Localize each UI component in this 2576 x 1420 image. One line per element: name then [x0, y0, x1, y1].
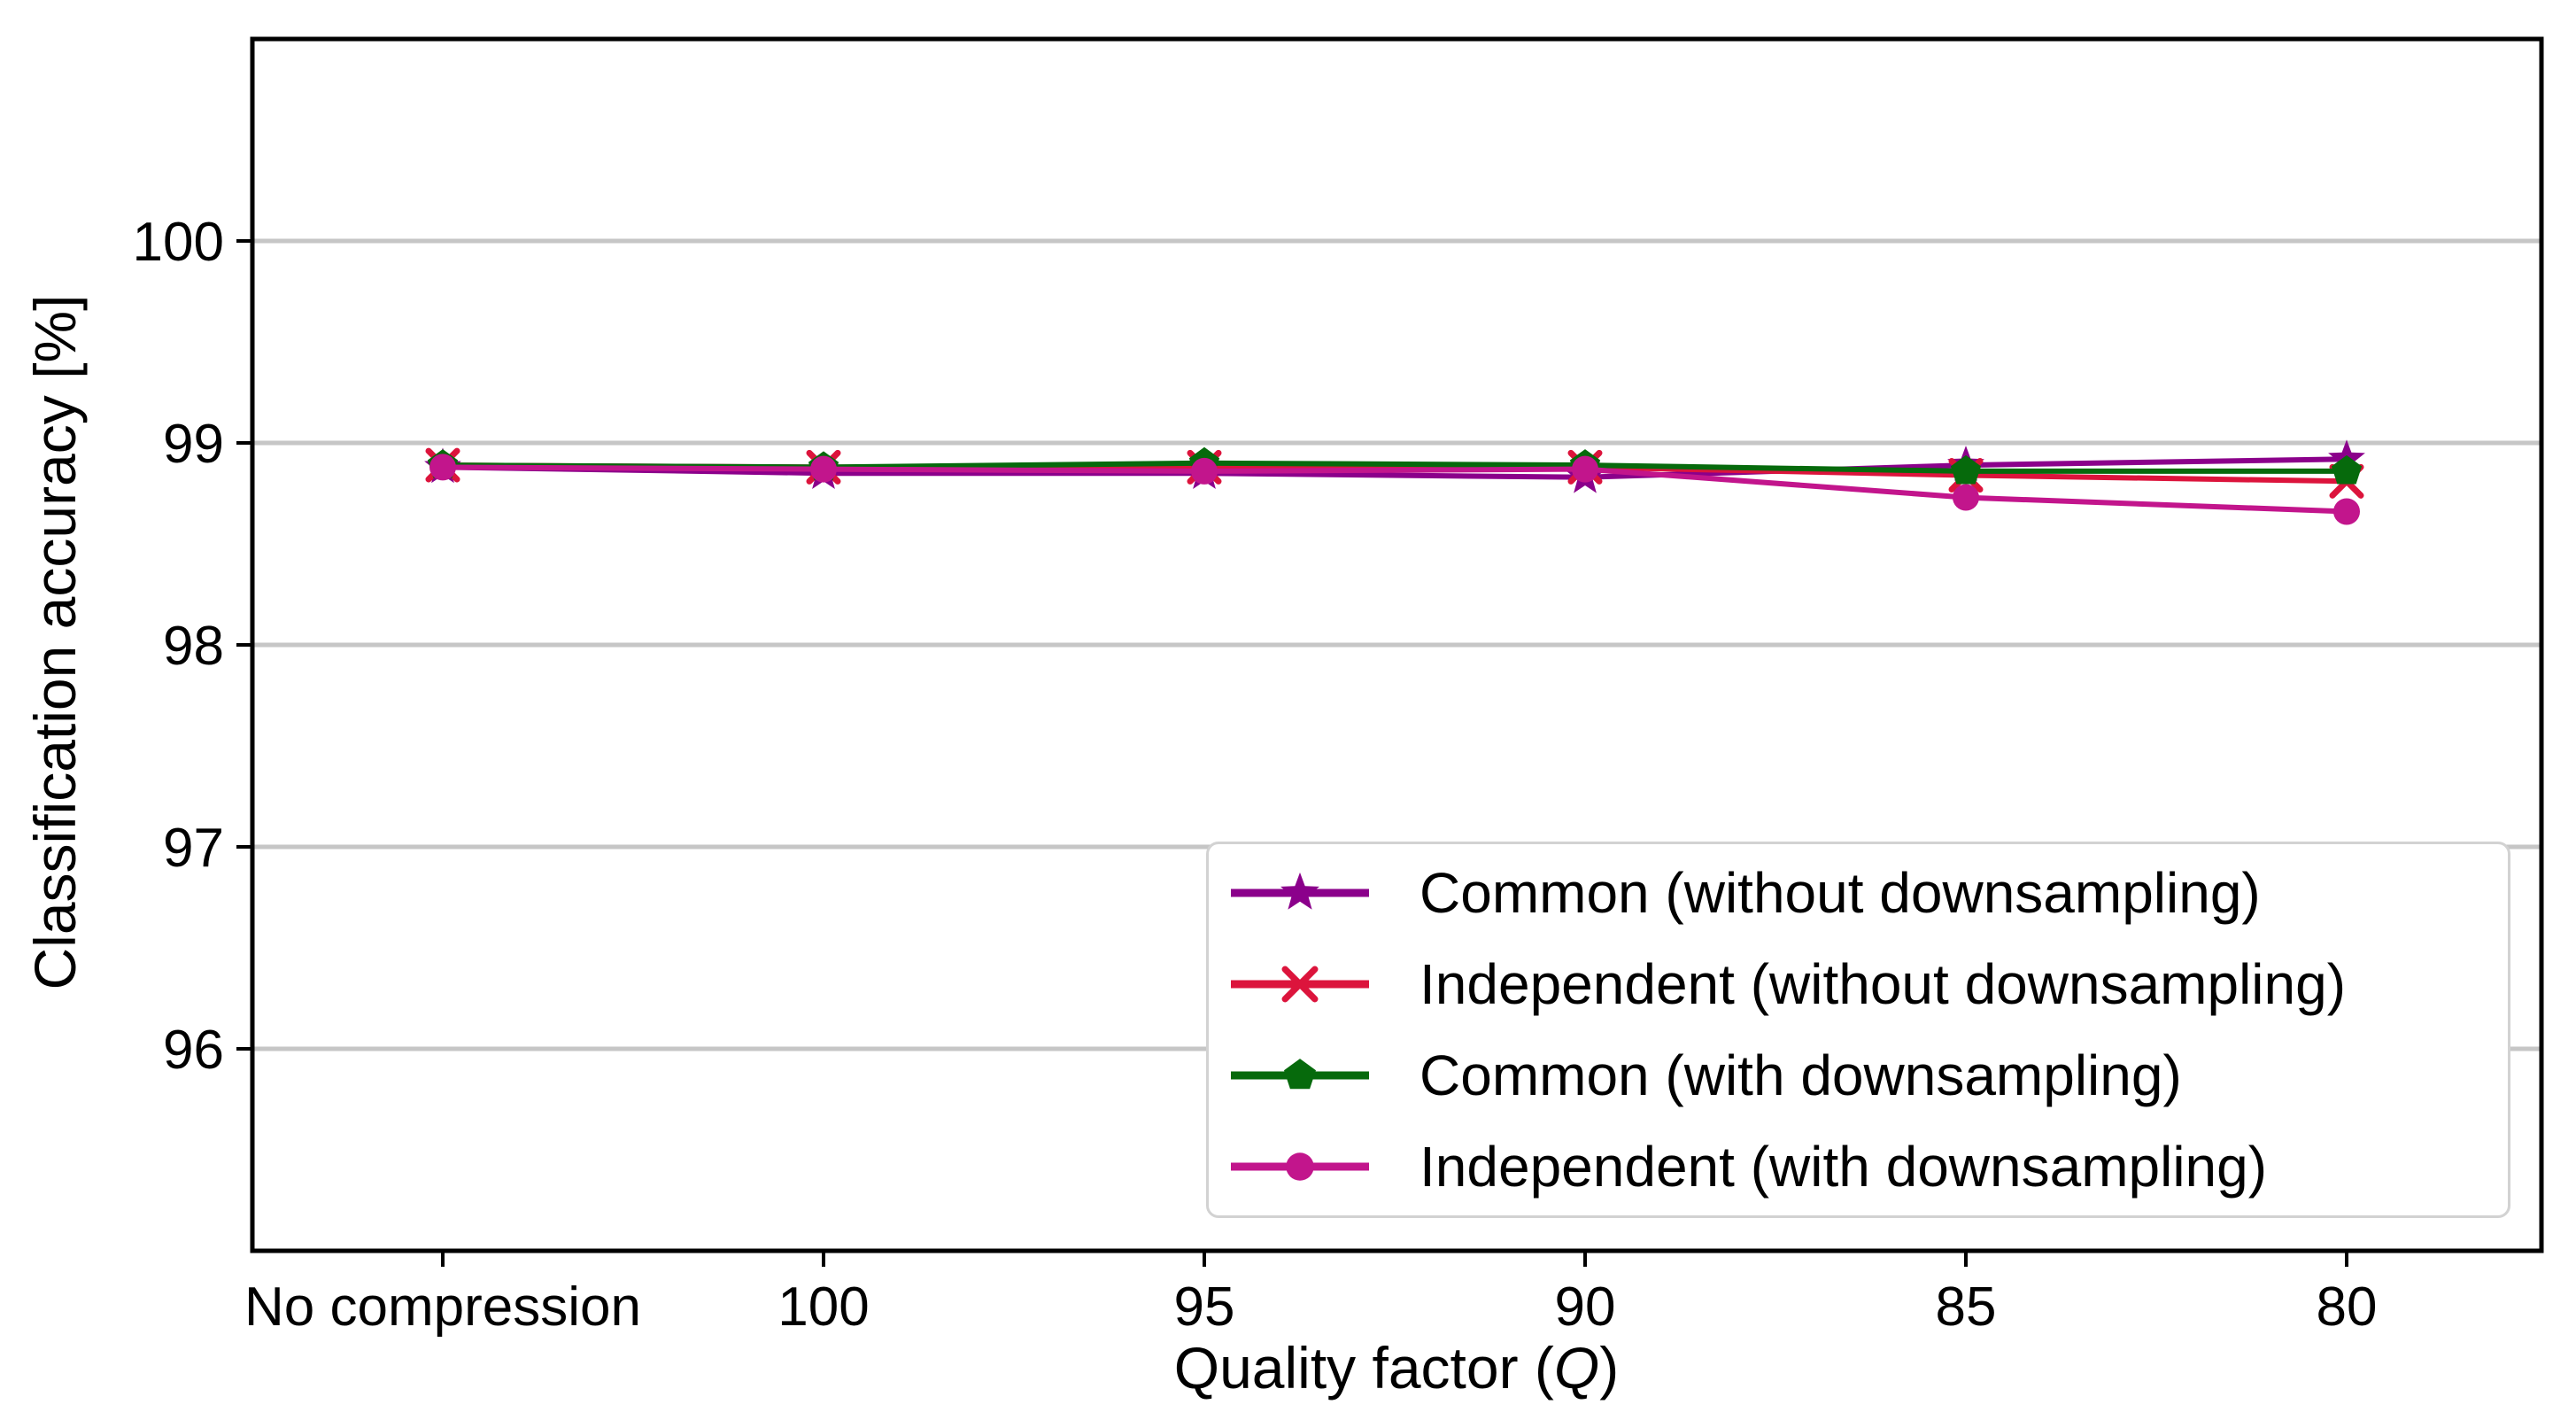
pentagon-marker — [2331, 454, 2363, 485]
series — [429, 454, 2360, 525]
y-tick-label: 96 — [163, 1020, 224, 1081]
legend-label: Independent (with downsampling) — [1420, 1134, 2268, 1199]
y-tick-label: 98 — [163, 616, 224, 677]
legend-item: Independent (without downsampling) — [1225, 940, 2492, 1028]
legend-item: Independent (with downsampling) — [1225, 1122, 2492, 1211]
x-axis-label-text: Quality factor ( — [1173, 1335, 1554, 1401]
series-line — [442, 464, 2348, 515]
circle-marker — [429, 454, 456, 481]
circle-marker — [1572, 455, 1598, 483]
legend-label: Common (with downsampling) — [1420, 1043, 2182, 1107]
circle-marker — [1953, 484, 1979, 511]
circle-marker — [1286, 1152, 1314, 1181]
legend-sample-star-icon — [1231, 873, 1369, 911]
legend-sample-x-icon — [1231, 966, 1369, 1003]
pentagon-marker — [1284, 1058, 1316, 1090]
pentagon-marker — [1950, 454, 1982, 485]
x-axis-label-suffix: ) — [1599, 1335, 1620, 1401]
circle-marker — [2333, 498, 2360, 525]
y-tick-label: 100 — [133, 212, 224, 273]
legend-item: Common (without downsampling) — [1225, 849, 2492, 937]
tick-labels: 96 97 98 99 100 No compression 100 95 90 85 80 — [133, 212, 2378, 1338]
x-tick-label: 100 — [777, 1276, 869, 1338]
x-tick-label: 90 — [1555, 1276, 1616, 1338]
legend: Common (without downsampling) Independen… — [1206, 842, 2510, 1218]
x-tick-label: 95 — [1174, 1276, 1235, 1338]
legend-item: Common (with downsampling) — [1225, 1031, 2492, 1120]
x-tick-label: No compression — [244, 1276, 641, 1338]
y-axis-label: Classification accuracy [%] — [22, 294, 88, 990]
legend-sample-pentagon-icon — [1231, 1058, 1369, 1090]
x-tick-label: 80 — [2317, 1276, 2378, 1338]
y-tick-label: 99 — [163, 414, 224, 475]
series-line — [442, 456, 2348, 480]
y-tick-label: 97 — [163, 818, 224, 879]
circle-marker — [810, 455, 837, 483]
series-lines — [424, 439, 2365, 525]
legend-label: Independent (without downsampling) — [1420, 952, 2346, 1017]
x-axis-label-q: Q — [1553, 1335, 1600, 1401]
x-marker — [1281, 966, 1319, 1003]
legend-label: Common (without downsampling) — [1420, 861, 2261, 926]
circle-marker — [1191, 457, 1218, 485]
x-axis-label: Quality factor (Q) — [1174, 1334, 1619, 1401]
axis-ticks — [236, 239, 2348, 1267]
x-tick-label: 85 — [1936, 1276, 1997, 1338]
legend-sample-circle-icon — [1231, 1152, 1369, 1181]
star-marker — [1280, 873, 1319, 911]
